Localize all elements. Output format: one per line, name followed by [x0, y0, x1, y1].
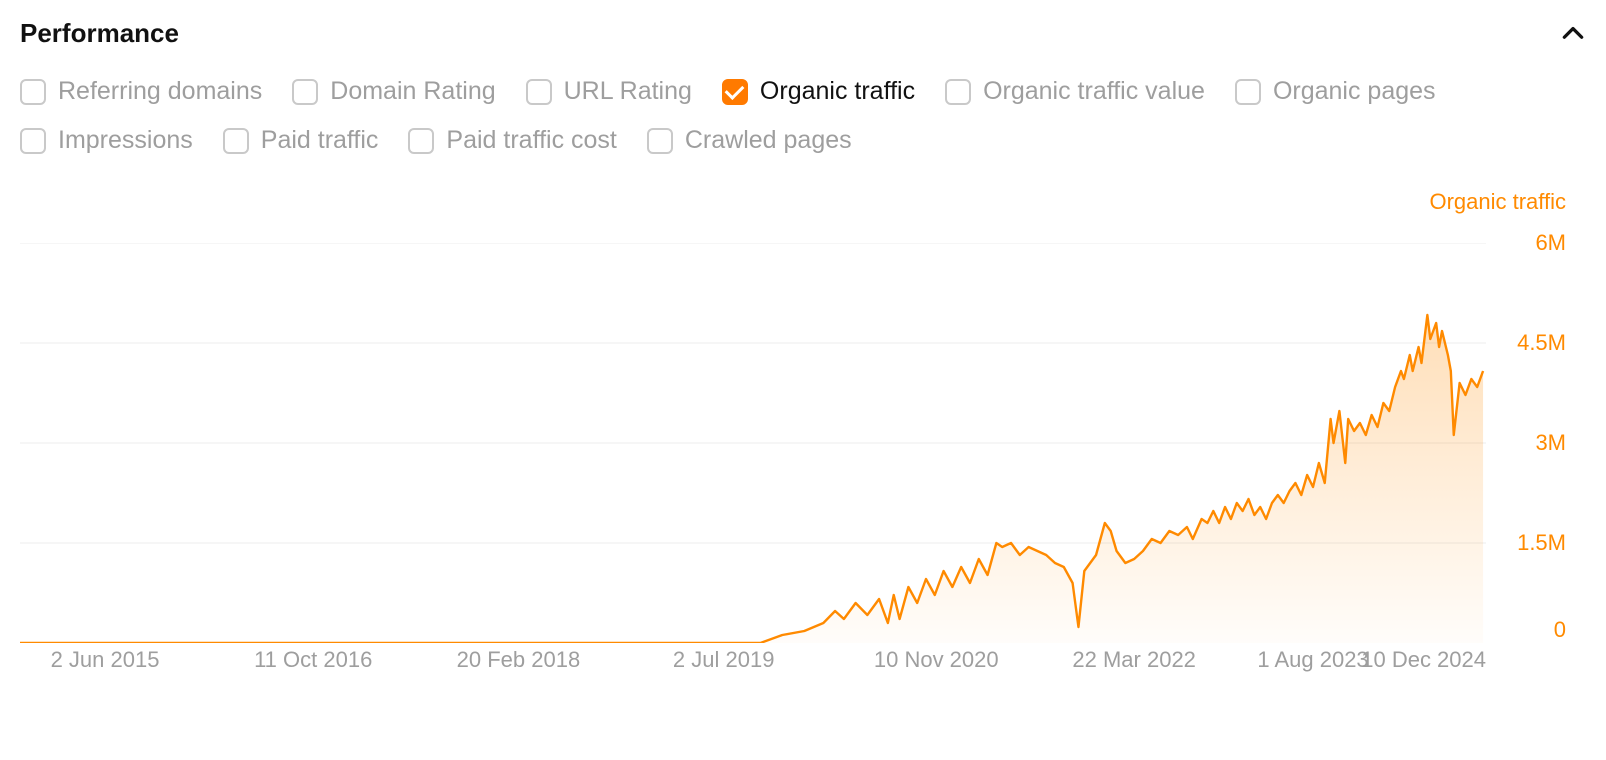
- metric-label: Paid traffic cost: [446, 126, 616, 155]
- metric-label: URL Rating: [564, 77, 692, 106]
- checkbox-icon: [20, 79, 46, 105]
- panel-title: Performance: [20, 18, 179, 49]
- collapse-toggle[interactable]: [1560, 21, 1586, 47]
- metric-checkboxes: Referring domains Domain Rating URL Rating…: [20, 77, 1586, 155]
- y-tick-label: 1.5M: [1517, 530, 1566, 556]
- chart-plot[interactable]: [20, 243, 1486, 643]
- x-tick-label: 2 Jul 2019: [673, 647, 775, 673]
- metric-label: Impressions: [58, 126, 193, 155]
- x-tick-label: 22 Mar 2022: [1072, 647, 1196, 673]
- checkbox-icon: [1235, 79, 1261, 105]
- metric-label: Organic pages: [1273, 77, 1436, 106]
- y-tick-label: 3M: [1535, 430, 1566, 456]
- x-tick-label: 10 Nov 2020: [874, 647, 999, 673]
- checkbox-icon: [223, 128, 249, 154]
- checkbox-icon: [20, 128, 46, 154]
- metric-paid-traffic-cost[interactable]: Paid traffic cost: [408, 126, 616, 155]
- series-title: Organic traffic: [20, 189, 1586, 215]
- y-tick-label: 4.5M: [1517, 330, 1566, 356]
- chevron-up-icon: [1560, 21, 1586, 47]
- metric-label: Referring domains: [58, 77, 262, 106]
- metric-impressions[interactable]: Impressions: [20, 126, 193, 155]
- metric-label: Paid traffic: [261, 126, 379, 155]
- metric-domain-rating[interactable]: Domain Rating: [292, 77, 495, 106]
- checkbox-icon: [292, 79, 318, 105]
- y-tick-label: 6M: [1535, 230, 1566, 256]
- panel-header: Performance: [20, 18, 1586, 49]
- x-axis: 2 Jun 2015 11 Oct 2016 20 Feb 2018 2 Jul 20…: [20, 643, 1486, 673]
- checkbox-icon: [408, 128, 434, 154]
- x-tick-label: 11 Oct 2016: [254, 647, 372, 673]
- metric-organic-pages[interactable]: Organic pages: [1235, 77, 1436, 106]
- checkbox-icon: [526, 79, 552, 105]
- checkbox-icon: [722, 79, 748, 105]
- metric-organic-traffic[interactable]: Organic traffic: [722, 77, 915, 106]
- metric-organic-traffic-value[interactable]: Organic traffic value: [945, 77, 1205, 106]
- metric-label: Organic traffic value: [983, 77, 1205, 106]
- y-zero-label: 0: [1554, 617, 1566, 643]
- performance-chart: Organic traffic 6M 4.5M 3M 1.5M 0 2 Jun 2015…: [20, 189, 1586, 673]
- metric-label: Organic traffic: [760, 77, 915, 106]
- x-tick-label: 1 Aug 2023: [1257, 647, 1368, 673]
- metric-label: Crawled pages: [685, 126, 852, 155]
- checkbox-icon: [945, 79, 971, 105]
- metric-label: Domain Rating: [330, 77, 495, 106]
- metric-paid-traffic[interactable]: Paid traffic: [223, 126, 379, 155]
- y-axis: 6M4.5M3M1.5M0: [1491, 243, 1586, 643]
- x-tick-label: 10 Dec 2024: [1361, 647, 1486, 673]
- x-tick-label: 20 Feb 2018: [457, 647, 581, 673]
- checkbox-icon: [647, 128, 673, 154]
- x-tick-label: 2 Jun 2015: [51, 647, 160, 673]
- metric-url-rating[interactable]: URL Rating: [526, 77, 692, 106]
- metric-crawled-pages[interactable]: Crawled pages: [647, 126, 852, 155]
- metric-referring-domains[interactable]: Referring domains: [20, 77, 262, 106]
